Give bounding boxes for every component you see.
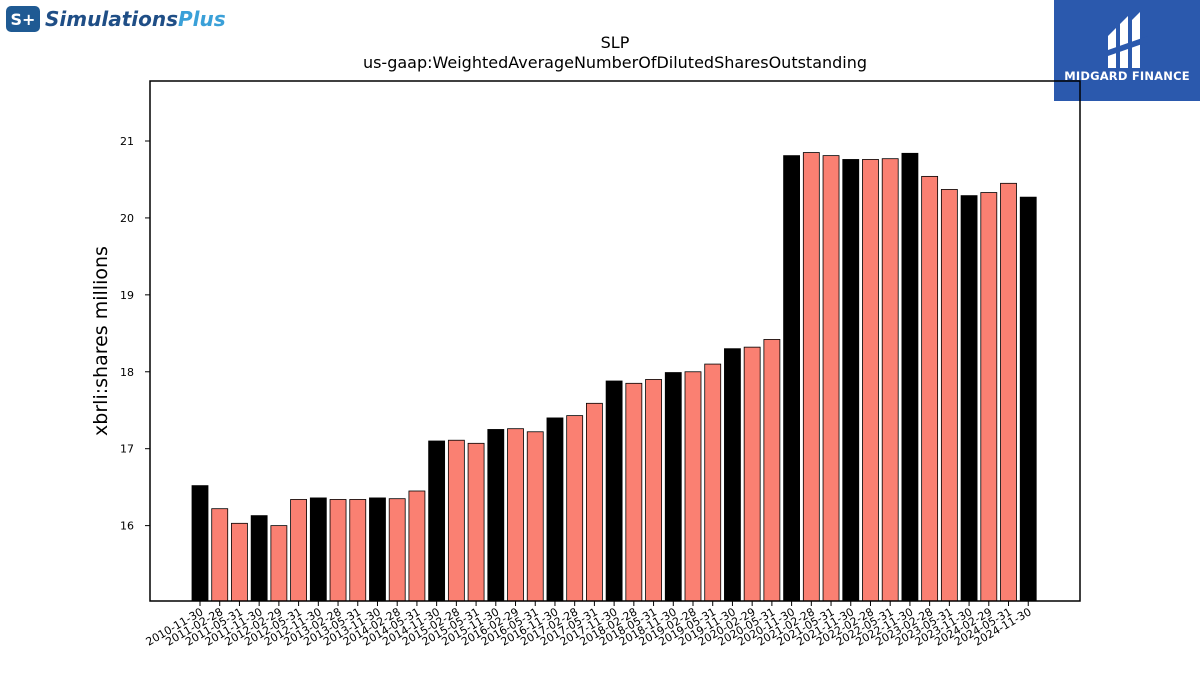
midgard-mark-icon (1108, 12, 1148, 68)
x-axis-ticks: 2010-11-302011-02-282011-05-312011-11-30… (144, 601, 1034, 649)
bar-2014-05-31 (408, 490, 426, 602)
bar-2015-05-31 (467, 442, 485, 602)
logo-text-plus: Plus (178, 7, 226, 31)
y-tick-label: 16 (120, 520, 134, 533)
y-tick-label: 19 (120, 289, 134, 302)
bar-2020-05-31 (763, 339, 781, 602)
bar-2011-02-28 (211, 508, 229, 602)
bar-2012-02-29 (270, 525, 288, 602)
bar-2024-11-30 (1019, 196, 1037, 602)
bar-2017-02-28 (566, 415, 584, 602)
bar-2021-11-30 (842, 159, 860, 602)
y-tick-label: 17 (120, 443, 134, 456)
plot-frame (149, 80, 1081, 602)
bar-2022-11-30 (901, 152, 919, 602)
bar-2021-05-31 (822, 155, 840, 602)
bar-2013-11-30 (369, 497, 386, 602)
bar-2024-05-31 (1000, 182, 1017, 602)
bar-2017-11-30 (605, 380, 623, 602)
bar-2023-02-28 (921, 175, 939, 602)
bar-2013-02-28 (329, 499, 347, 602)
bar-2011-11-30 (250, 515, 268, 602)
y-tick-label: 18 (120, 366, 134, 379)
bar-2021-02-28 (802, 152, 820, 602)
chart-title: SLP (601, 33, 630, 52)
bar-2020-11-30 (783, 155, 800, 602)
bar-2016-05-31 (526, 431, 544, 602)
bar-2022-05-31 (881, 158, 899, 602)
bar-2010-11-30 (191, 485, 209, 602)
logo-text-simulations: Simulations (45, 7, 178, 31)
bar-2012-11-30 (309, 497, 327, 602)
chart-subtitle: us-gaap:WeightedAverageNumberOfDilutedSh… (363, 53, 867, 72)
bar-2014-11-30 (428, 440, 446, 602)
y-axis-ticks: 16 17 18 19 20 21 (120, 135, 150, 533)
logo-wordmark: SimulationsPlus (45, 7, 226, 31)
bar-2018-02-28 (625, 382, 643, 602)
bar-2022-02-28 (862, 159, 879, 602)
bar-2013-05-31 (349, 499, 367, 602)
bar-2019-11-30 (724, 348, 741, 602)
simulations-plus-logo: S+ SimulationsPlus (6, 6, 226, 32)
bar-2015-02-28 (447, 439, 465, 602)
bar-2019-02-28 (684, 371, 702, 602)
bar-2015-11-30 (487, 429, 505, 602)
bar-2011-05-31 (231, 522, 248, 602)
midgard-finance-text: MIDGARD FINANCE (1064, 69, 1190, 83)
bar-2024-02-29 (980, 192, 998, 602)
bar-2019-05-31 (704, 363, 722, 602)
bar-2023-05-31 (940, 189, 958, 602)
y-tick-label: 20 (120, 212, 134, 225)
bar-2018-11-30 (664, 372, 682, 602)
y-axis-label: xbrli:shares millions (90, 246, 112, 436)
midgard-finance-logo: MIDGARD FINANCE (1054, 0, 1200, 101)
bar-2014-02-28 (388, 498, 406, 602)
bar-2016-02-29 (507, 428, 524, 602)
y-tick-label: 21 (120, 135, 134, 148)
bar-2017-05-31 (586, 402, 603, 602)
bar-2020-02-29 (743, 346, 761, 602)
bars-group (191, 152, 1037, 602)
bar-2016-11-30 (546, 417, 564, 602)
bar-2018-05-31 (645, 379, 662, 602)
logo-badge: S+ (6, 6, 40, 32)
bar-2023-11-30 (960, 195, 978, 602)
bar-2012-05-31 (290, 499, 308, 602)
